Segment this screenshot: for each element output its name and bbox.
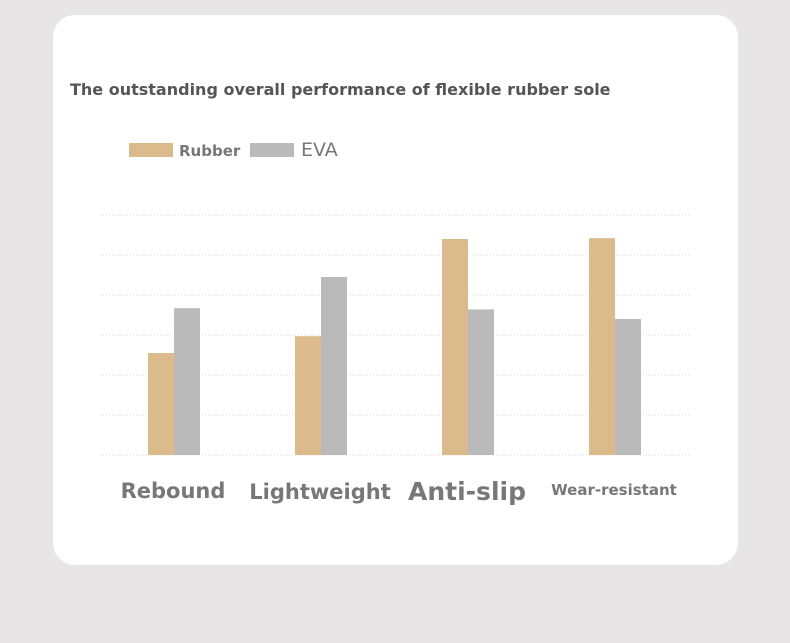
legend-eva-label: EVA bbox=[301, 139, 338, 161]
legend-rubber-swatch bbox=[129, 143, 173, 157]
bar-eva-wear-resistant bbox=[615, 319, 641, 455]
category-label-anti-slip: Anti-slip bbox=[408, 477, 526, 506]
category-label-wear-resistant: Wear-resistant bbox=[551, 481, 677, 499]
bar-eva-lightweight bbox=[321, 277, 347, 455]
bar-rubber-anti-slip bbox=[442, 239, 468, 455]
bar-rubber-wear-resistant bbox=[589, 238, 615, 455]
bar-eva-anti-slip bbox=[468, 309, 494, 455]
chart-card bbox=[53, 15, 738, 565]
legend-eva-swatch bbox=[250, 143, 294, 157]
bar-rubber-rebound bbox=[148, 353, 174, 455]
bar-eva-rebound bbox=[174, 308, 200, 455]
bar-rubber-lightweight bbox=[295, 336, 321, 455]
legend-rubber-label: Rubber bbox=[179, 142, 241, 160]
category-label-rebound: Rebound bbox=[121, 479, 226, 503]
chart-title: The outstanding overall performance of f… bbox=[70, 80, 611, 99]
category-label-lightweight: Lightweight bbox=[249, 480, 390, 504]
